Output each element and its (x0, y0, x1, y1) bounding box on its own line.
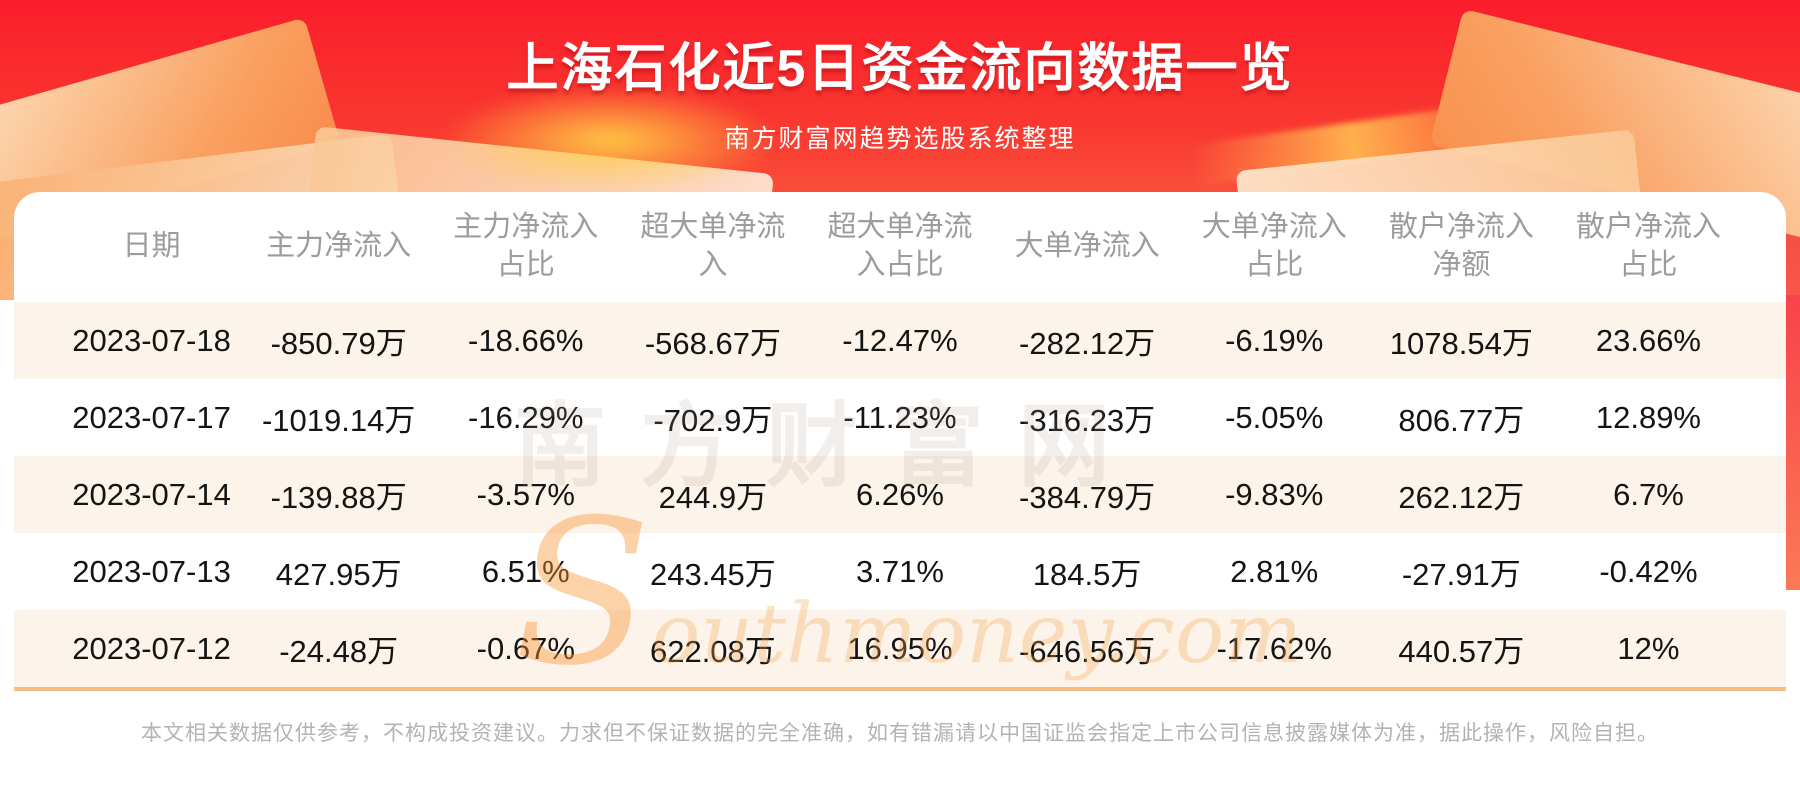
table-row: 2023-07-14 -139.88万 -3.57% 244.9万 6.26% … (14, 456, 1786, 533)
data-card: 日期 主力净流入 主力净流入 占比 超大单净流 入 超大单净流 入占比 大单净流… (14, 192, 1786, 800)
data-cell: -139.88万 (270, 480, 407, 515)
data-cell: -16.29% (468, 399, 584, 435)
data-cell: 12% (1617, 630, 1680, 666)
data-cell: -5.05% (1225, 399, 1324, 435)
data-cell: 6.26% (856, 476, 944, 512)
date-cell: 2023-07-17 (72, 399, 231, 435)
data-cell: 6.7% (1613, 476, 1684, 512)
header-cell-date: 日期 (122, 230, 181, 263)
date-cell: 2023-07-18 (72, 322, 231, 358)
date-cell: 2023-07-14 (72, 476, 231, 512)
header-cell-retail-net-inflow-pct: 散户净流入 占比 (1575, 211, 1721, 281)
data-cell: 262.12万 (1398, 480, 1525, 515)
data-cell: -6.19% (1225, 322, 1324, 358)
date-cell: 2023-07-13 (72, 553, 231, 589)
decor-glow-ellipse (440, 85, 780, 195)
table-row: 2023-07-17 -1019.14万 -16.29% -702.9万 -11… (14, 379, 1786, 456)
data-cell: -702.9万 (653, 403, 773, 438)
table-row: 2023-07-18 -850.79万 -18.66% -568.67万 -12… (14, 302, 1786, 379)
data-cell: 244.9万 (658, 480, 768, 515)
data-cell: -0.42% (1599, 553, 1698, 589)
table-header-row: 日期 主力净流入 主力净流入 占比 超大单净流 入 超大单净流 入占比 大单净流… (14, 192, 1786, 302)
data-cell: -1019.14万 (261, 403, 416, 438)
data-cell: 2.81% (1230, 553, 1319, 589)
header-cell-main-net-inflow: 主力净流入 (266, 230, 412, 263)
header-cell-xl-order-net-inflow-pct: 超大单净流 入占比 (827, 211, 973, 281)
data-cell: -11.23% (843, 399, 957, 435)
data-cell: -12.47% (842, 322, 958, 358)
data-cell: 427.95万 (275, 557, 402, 592)
data-cell: 3.71% (856, 553, 944, 589)
data-cell: 1078.54万 (1389, 326, 1533, 361)
data-cell: -3.57% (476, 476, 575, 512)
data-cell: 243.45万 (649, 557, 776, 592)
data-cell: -646.56万 (1019, 634, 1156, 669)
page-title: 上海石化近5日资金流向数据一览 (506, 40, 1294, 98)
data-cell: 806.77万 (1398, 403, 1525, 438)
banner-text: 上海石化近5日资金流向数据一览 南方财富网趋势选股系统整理 (0, 0, 1800, 155)
data-cell: -18.66% (468, 322, 584, 358)
data-cell: -0.67% (476, 630, 575, 666)
disclaimer-text: 本文相关数据仅供参考，不构成投资建议。力求但不保证数据的完全准确，如有错漏请以中… (141, 722, 1659, 745)
data-cell: -17.62% (1216, 630, 1332, 666)
page-subtitle: 南方财富网趋势选股系统整理 (724, 125, 1076, 153)
data-cell: -568.67万 (644, 326, 781, 361)
data-cell: 6.51% (481, 553, 570, 589)
data-cell: 184.5万 (1032, 557, 1142, 592)
date-cell: 2023-07-12 (72, 630, 231, 666)
header-cell-main-net-inflow-pct: 主力净流入 占比 (453, 211, 599, 281)
table-bottom-divider (14, 687, 1786, 691)
data-cell: 23.66% (1595, 322, 1701, 358)
data-cell: -27.91万 (1401, 557, 1521, 592)
table-row: 2023-07-13 427.95万 6.51% 243.45万 3.71% 1… (14, 533, 1786, 610)
data-cell: -384.79万 (1019, 480, 1156, 515)
data-cell: -9.83% (1225, 476, 1324, 512)
data-cell: 12.89% (1595, 399, 1701, 435)
header-cell-large-order-net-inflow: 大单净流入 (1014, 230, 1160, 263)
data-cell: 622.08万 (649, 634, 776, 669)
decor-right-edge-strip (1786, 295, 1800, 590)
data-cell: -24.48万 (279, 634, 399, 669)
data-cell: 440.57万 (1398, 634, 1525, 669)
data-cell: -316.23万 (1019, 403, 1156, 438)
data-cell: 16.95% (847, 630, 953, 666)
data-cell: -850.79万 (270, 326, 407, 361)
header-cell-large-order-net-inflow-pct: 大单净流入 占比 (1201, 211, 1347, 281)
header-cell-retail-net-inflow: 散户净流入 净额 (1388, 211, 1534, 281)
header-cell-xl-order-net-inflow: 超大单净流 入 (640, 211, 786, 281)
data-cell: -282.12万 (1019, 326, 1156, 361)
table-row: 2023-07-12 -24.48万 -0.67% 622.08万 16.95%… (14, 610, 1786, 687)
